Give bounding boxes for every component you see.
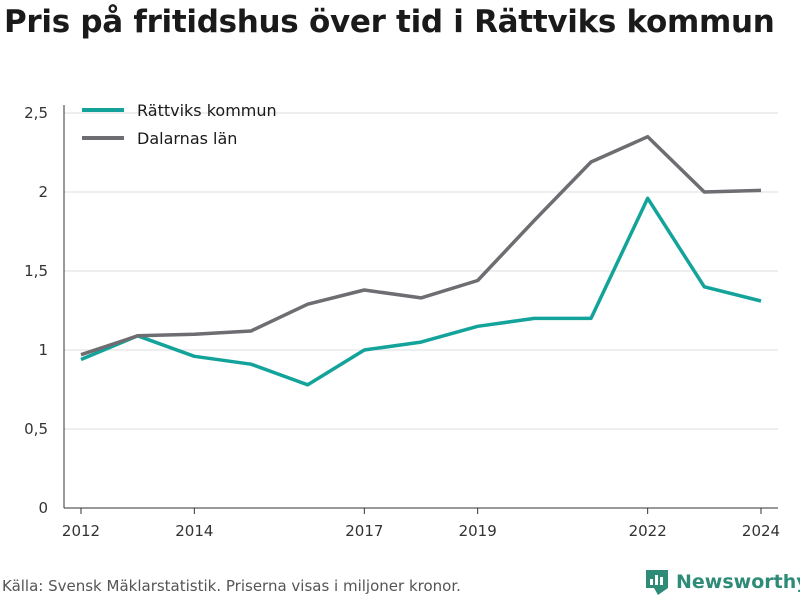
y-tick-label: 2,5 [24,104,48,122]
x-tick-label: 2017 [345,522,383,540]
chart-title: Pris på fritidshus över tid i Rättviks k… [4,4,775,40]
y-tick-label: 1,5 [24,262,48,280]
x-tick-label: 2012 [62,522,100,540]
x-tick-label: 2019 [459,522,497,540]
legend: Rättviks kommun Dalarnas län [82,101,277,148]
series-line-dalarnas-l-n [80,134,762,357]
brand-logo[interactable]: Newsworthy [644,568,800,596]
brand-name: Newsworthy [676,571,800,593]
x-tick-label: 2024 [742,522,780,540]
y-tick-label: 2 [38,183,48,201]
grid-lines [64,112,778,430]
y-tick-label: 0 [38,499,48,517]
source-note: Källa: Svensk Mäklarstatistik. Priserna … [2,577,461,595]
x-tick-label: 2022 [629,522,667,540]
series-lines [80,134,762,387]
newsworthy-logo-icon [644,568,670,596]
legend-label: Dalarnas län [137,129,237,148]
legend-label: Rättviks kommun [137,101,277,120]
series-line-r-ttviks-kommun [80,196,762,387]
axes: 0 0,5 1 1,5 2 2,5 2012 2014 2017 2019 2022 2024 [24,104,780,540]
y-tick-label: 1 [38,341,48,359]
y-tick-label: 0,5 [24,420,48,438]
x-tick-label: 2014 [175,522,213,540]
